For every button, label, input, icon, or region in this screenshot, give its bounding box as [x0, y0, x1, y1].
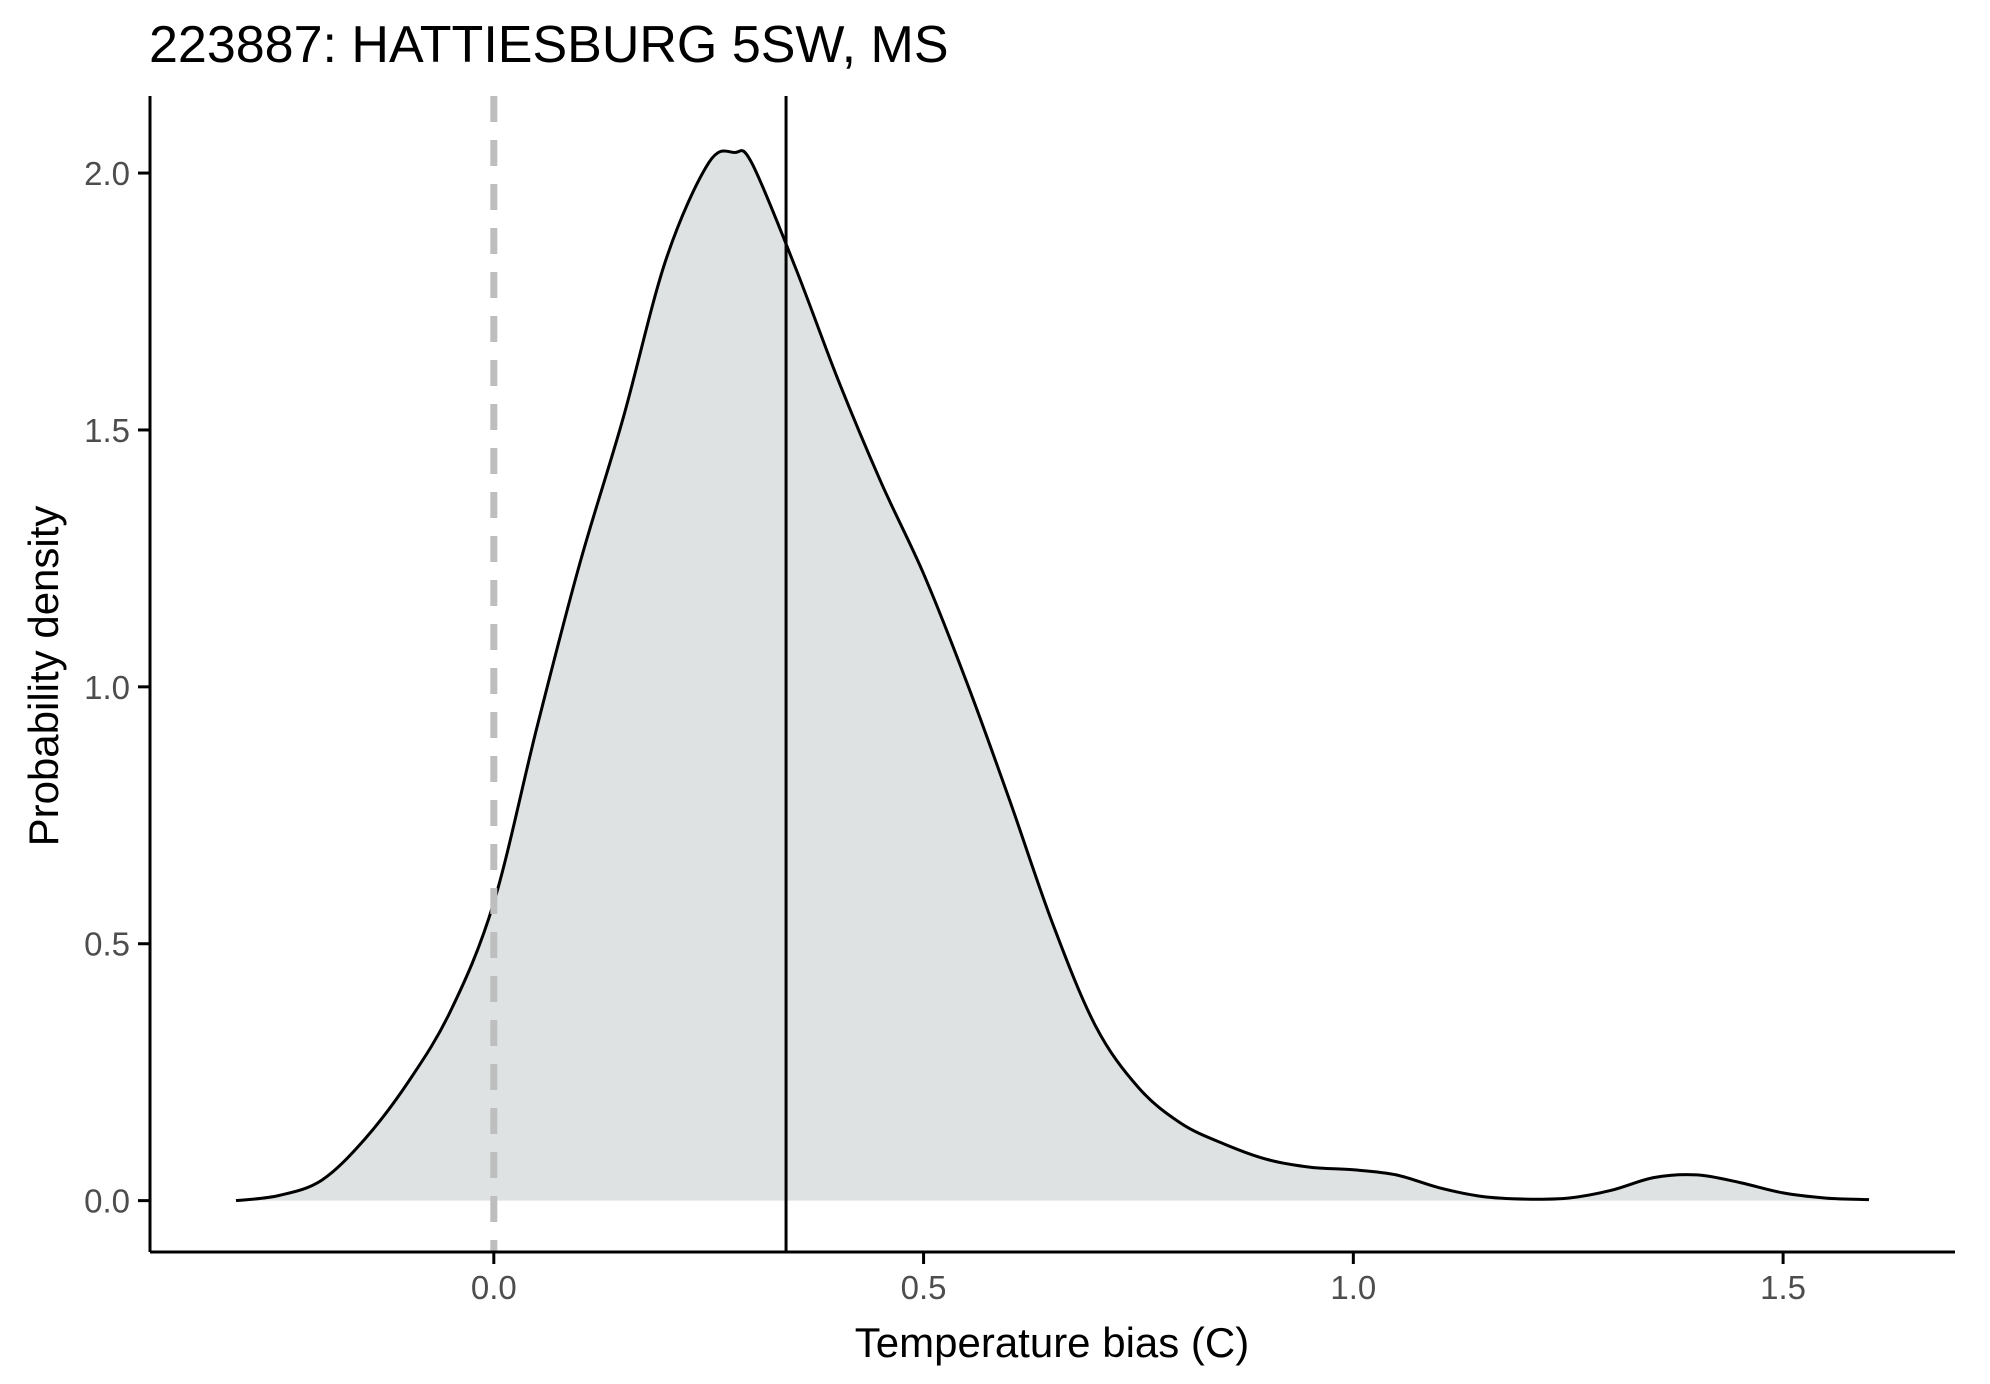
plot-area: [235, 96, 1870, 1252]
y-axis-label: Probability density: [20, 506, 67, 847]
chart-title: 223887: HATTIESBURG 5SW, MS: [149, 16, 949, 74]
y-tick-label: 1.0: [84, 669, 130, 706]
x-tick-label: 1.5: [1760, 1269, 1806, 1306]
ticks: 0.0 0.5 1.0 1.5 0.0 0.5 1.0 1.5 2.0: [84, 155, 1806, 1306]
x-tick-label: 0.5: [901, 1269, 947, 1306]
y-tick-label: 0.5: [84, 926, 130, 963]
density-line-0: [235, 149, 1870, 1203]
density-area-0: [236, 150, 1869, 1201]
y-tick-label: 0.0: [84, 1183, 130, 1220]
axes: [148, 96, 1955, 1254]
x-axis-label: Temperature bias (C): [855, 1319, 1249, 1366]
x-tick-label: 1.0: [1330, 1269, 1376, 1306]
y-tick-label: 2.0: [84, 155, 130, 192]
x-tick-label: 0.0: [471, 1269, 517, 1306]
y-tick-label: 1.5: [84, 412, 130, 449]
